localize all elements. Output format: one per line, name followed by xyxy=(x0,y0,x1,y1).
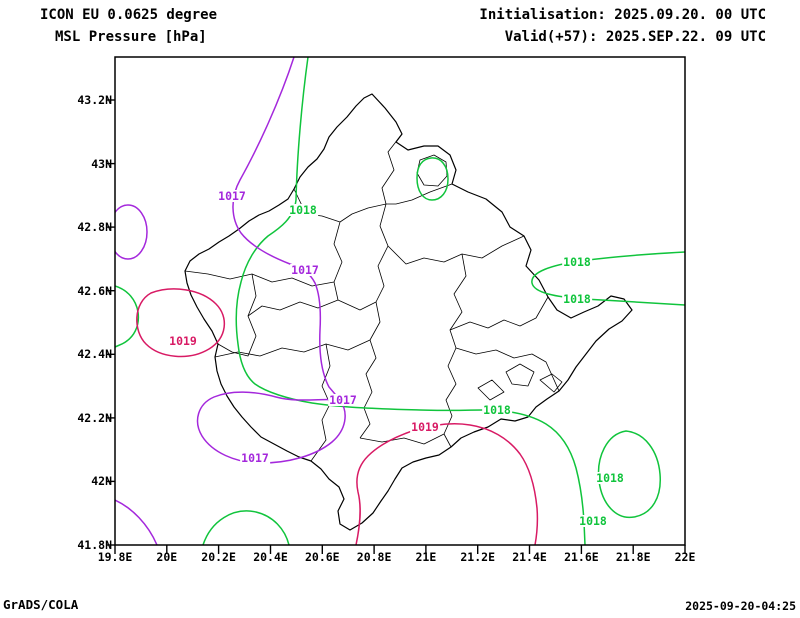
isobar-label-1018: 1018 xyxy=(578,514,608,528)
map-district-boundaries xyxy=(184,133,563,462)
axis-ticks xyxy=(106,99,686,554)
lat-tick-label: 42.6N xyxy=(77,283,112,298)
lat-tick-label: 42N xyxy=(91,474,112,489)
isobar-1017-lines xyxy=(115,57,346,545)
lat-tick-label: 42.2N xyxy=(77,410,112,425)
initialisation-time: Initialisation: 2025.09.20. 00 UTC xyxy=(479,7,766,23)
lon-tick-label: 20E xyxy=(156,550,178,564)
lon-tick-label: 21.4E xyxy=(512,550,547,564)
lat-tick-label: 43N xyxy=(91,156,112,171)
lat-tick-label: 41.8N xyxy=(77,538,112,552)
lon-tick-label: 19.8E xyxy=(97,550,133,564)
lon-tick-label: 21.8E xyxy=(615,550,651,564)
isobar-label-1018: 1018 xyxy=(595,471,625,485)
isobar-label-1019: 1019 xyxy=(168,334,198,348)
lon-tick-label: 21.6E xyxy=(564,550,599,564)
lon-tick-label: 22E xyxy=(674,550,696,564)
isobar-label-1018: 1018 xyxy=(482,403,512,417)
isobar-label-1018: 1018 xyxy=(562,255,592,269)
valid-time: Valid(+57): 2025.SEP.22. 09 UTC xyxy=(504,29,766,45)
lon-tick-label: 20.4E xyxy=(253,550,288,564)
lat-tick-label: 42.4N xyxy=(77,347,112,362)
lon-tick-label: 21E xyxy=(415,550,437,564)
isobar-label-1017: 1017 xyxy=(240,451,270,465)
map-country-outline xyxy=(184,93,633,531)
grads-credit: GrADS/COLA xyxy=(3,597,79,612)
isobar-label-1018: 1018 xyxy=(562,292,592,306)
isobar-label-1017: 1017 xyxy=(290,263,320,277)
isobar-label-1017: 1017 xyxy=(217,189,247,203)
lon-tick-label: 20.6E xyxy=(304,550,340,564)
lon-tick-label: 20.8E xyxy=(356,550,392,564)
field-title: MSL Pressure [hPa] xyxy=(55,29,207,45)
lon-tick-label: 20.2E xyxy=(201,550,236,564)
lat-tick-label: 43.2N xyxy=(77,93,112,107)
isobar-label-1017: 1017 xyxy=(328,393,358,407)
lon-tick-label: 21.2E xyxy=(460,550,495,564)
isobar-label-1019: 1019 xyxy=(410,420,440,434)
isobar-1019-lines xyxy=(136,288,539,545)
lat-tick-label: 42.8N xyxy=(77,220,112,235)
generation-timestamp: 2025-09-20-04:25 xyxy=(685,599,796,613)
model-title: ICON EU 0.0625 degree xyxy=(40,7,218,23)
isobar-label-1018: 1018 xyxy=(288,203,318,217)
plot-frame xyxy=(114,56,686,546)
